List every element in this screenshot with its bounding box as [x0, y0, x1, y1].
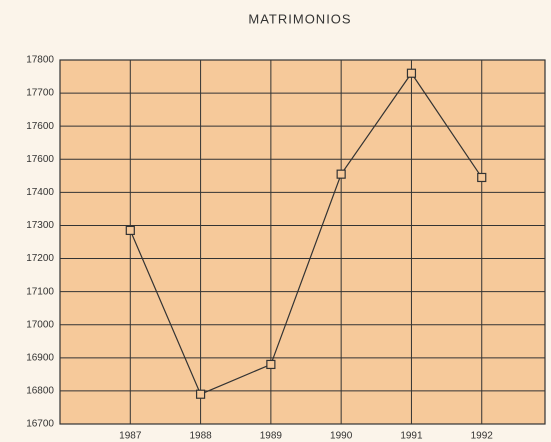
- y-tick-label: 17000: [26, 319, 54, 330]
- y-tick-label: 17300: [26, 220, 54, 231]
- y-tick-label: 17100: [26, 286, 54, 297]
- y-tick-label: 16900: [26, 352, 54, 363]
- x-tick-label: 1992: [471, 431, 494, 442]
- marker: [477, 172, 487, 183]
- y-tick-label: 17700: [26, 88, 54, 99]
- y-tick-label: 17400: [26, 187, 54, 198]
- y-tick-label: 16800: [26, 386, 54, 397]
- marker: [195, 389, 206, 399]
- x-tick-label: 1989: [260, 431, 283, 442]
- y-tick-label: 17800: [26, 55, 54, 66]
- x-tick-label: 1987: [119, 431, 142, 442]
- chart-title: MATRIMONIOS: [248, 11, 351, 26]
- line: [129, 72, 483, 396]
- plot-area: [59, 59, 546, 425]
- x-tick-label: 1990: [330, 431, 353, 442]
- y-tick-label: 17600: [26, 154, 54, 165]
- x-tick-label: 1991: [400, 431, 423, 442]
- y-tick-label: 17600: [26, 121, 54, 132]
- marker: [406, 68, 417, 78]
- y-tick-label: 16700: [26, 419, 54, 430]
- marker: [266, 359, 276, 370]
- x-tick-label: 1988: [189, 431, 212, 442]
- marker: [336, 169, 346, 179]
- y-tick-label: 17200: [26, 253, 54, 264]
- marker: [125, 225, 135, 236]
